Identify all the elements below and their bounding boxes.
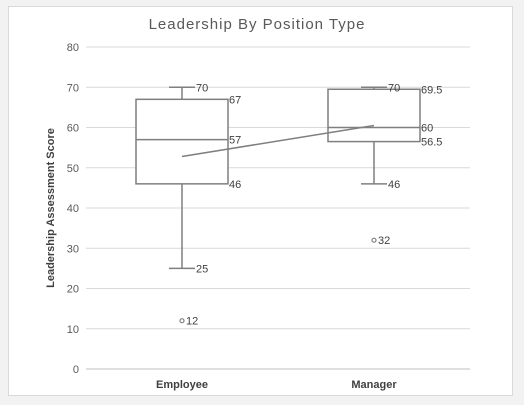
- mean-line: [181, 124, 375, 158]
- y-tick-label: 80: [67, 42, 79, 54]
- x-axis-categories: Employee Manager: [156, 379, 397, 391]
- q1-label: 46: [229, 179, 241, 191]
- min-label: 25: [196, 263, 208, 275]
- box-manager: 70 69.5 60 56.5 46 32: [327, 82, 442, 247]
- chart-title: Leadership By Position Type: [149, 16, 366, 33]
- outlier-point: [179, 318, 185, 324]
- q3-label: 67: [229, 94, 241, 106]
- median-label: 60: [421, 123, 433, 135]
- median-label: 57: [229, 135, 241, 147]
- y-tick-label: 20: [67, 284, 79, 296]
- y-tick-label: 60: [67, 123, 79, 135]
- y-tick-label: 70: [67, 82, 79, 94]
- y-tick-label: 0: [73, 364, 79, 376]
- y-tick-label: 30: [67, 243, 79, 255]
- iqr-box: [135, 98, 229, 185]
- max-label: 70: [388, 82, 400, 94]
- y-tick-label: 50: [67, 163, 79, 175]
- q3-label: 69.5: [421, 84, 442, 96]
- box-employee: 70 67 57 46 25 12: [135, 82, 241, 328]
- y-tick-label: 10: [67, 324, 79, 336]
- iqr-box: [327, 88, 421, 143]
- max-label: 70: [196, 82, 208, 94]
- boxes: 70 67 57 46 25 12 70 69.5 60 56.5 46 32: [135, 82, 442, 328]
- y-axis-label: Leadership Assessment Score: [45, 128, 57, 288]
- category-label: Manager: [351, 379, 397, 391]
- chart-frame: [8, 6, 513, 396]
- category-label: Employee: [156, 379, 208, 391]
- q1-label: 56.5: [421, 137, 442, 149]
- y-axis-ticks: 0 10 20 30 40 50 60 70 80: [67, 42, 79, 376]
- y-tick-label: 40: [67, 203, 79, 215]
- outlier-label: 32: [378, 235, 390, 247]
- min-label: 46: [388, 179, 400, 191]
- outlier-point: [371, 237, 377, 243]
- outlier-label: 12: [186, 316, 198, 328]
